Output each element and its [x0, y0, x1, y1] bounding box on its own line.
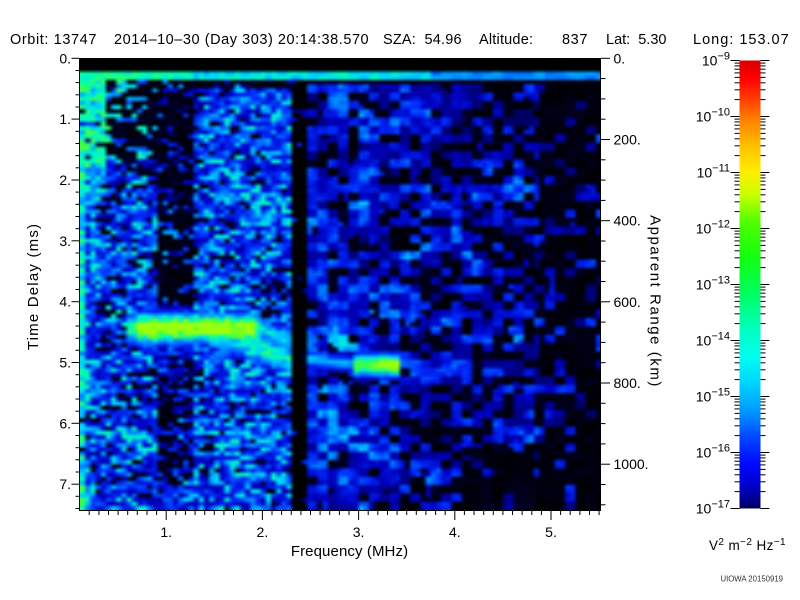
svg-text:2.: 2.	[257, 524, 269, 540]
svg-text:400.: 400.	[614, 213, 641, 229]
svg-text:10−10: 10−10	[696, 107, 730, 125]
svg-text:5.: 5.	[545, 524, 557, 540]
svg-text:UIOWA 20150919: UIOWA 20150919	[720, 575, 783, 584]
svg-text:10−11: 10−11	[697, 163, 730, 181]
svg-text:2.: 2.	[59, 172, 71, 188]
svg-text:3.: 3.	[59, 233, 71, 249]
svg-text:1.: 1.	[59, 111, 71, 127]
svg-text:7.: 7.	[59, 476, 71, 492]
svg-text:4.: 4.	[59, 294, 71, 310]
svg-text:0.: 0.	[614, 50, 626, 66]
svg-text:3.: 3.	[353, 524, 365, 540]
svg-text:Time Delay (ms): Time Delay (ms)	[25, 223, 42, 350]
svg-text:10−15: 10−15	[696, 387, 730, 405]
svg-text:1.: 1.	[160, 524, 172, 540]
svg-text:6.: 6.	[59, 415, 71, 431]
svg-text:0.: 0.	[59, 50, 71, 66]
svg-text:10−14: 10−14	[696, 331, 730, 349]
svg-text:Apparent Range (km): Apparent Range (km)	[647, 215, 664, 388]
svg-text:10−13: 10−13	[696, 275, 730, 293]
svg-text:10−12: 10−12	[696, 219, 730, 237]
svg-text:4.: 4.	[449, 524, 461, 540]
svg-text:10−16: 10−16	[696, 443, 730, 461]
svg-text:V2 m−2 Hz−1: V2 m−2 Hz−1	[709, 537, 786, 553]
svg-text:10−17: 10−17	[696, 499, 730, 517]
svg-text:200.: 200.	[614, 132, 641, 148]
svg-text:Frequency (MHz): Frequency (MHz)	[291, 543, 408, 560]
svg-text:800.: 800.	[614, 375, 641, 391]
svg-text:1000.: 1000.	[614, 456, 649, 472]
svg-text:600.: 600.	[614, 294, 641, 310]
svg-text:10−9: 10−9	[702, 51, 730, 69]
svg-text:5.: 5.	[59, 355, 71, 371]
